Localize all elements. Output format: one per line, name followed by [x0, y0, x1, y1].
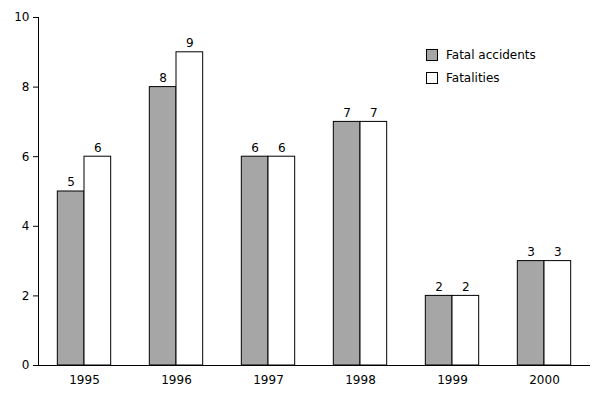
svg-text:8: 8 — [159, 71, 167, 85]
svg-text:3: 3 — [527, 245, 535, 259]
svg-text:1998: 1998 — [345, 373, 376, 387]
svg-text:0: 0 — [22, 358, 30, 372]
svg-text:7: 7 — [343, 106, 351, 120]
svg-text:10: 10 — [14, 10, 29, 24]
svg-text:6: 6 — [278, 141, 286, 155]
svg-text:8: 8 — [22, 80, 30, 94]
svg-text:1995: 1995 — [69, 373, 100, 387]
svg-text:2: 2 — [22, 289, 30, 303]
html-text:Fatal accidents: Fatal accidents — [446, 48, 536, 62]
svg-text:1997: 1997 — [253, 373, 284, 387]
svg-text:7: 7 — [370, 106, 378, 120]
svg-text:5: 5 — [67, 175, 75, 189]
svg-text:6: 6 — [251, 141, 259, 155]
svg-text:1996: 1996 — [161, 373, 192, 387]
svg-text:4: 4 — [22, 219, 30, 233]
svg-text:2000: 2000 — [529, 373, 560, 387]
svg-text:9: 9 — [186, 36, 194, 50]
html-text:Fatalities: Fatalities — [446, 71, 500, 85]
svg-text:2: 2 — [435, 280, 443, 294]
svg-text:1999: 1999 — [437, 373, 468, 387]
svg-text:3: 3 — [554, 245, 562, 259]
svg-text:6: 6 — [22, 150, 30, 164]
svg-text:2: 2 — [462, 280, 470, 294]
svg-text:6: 6 — [94, 141, 102, 155]
